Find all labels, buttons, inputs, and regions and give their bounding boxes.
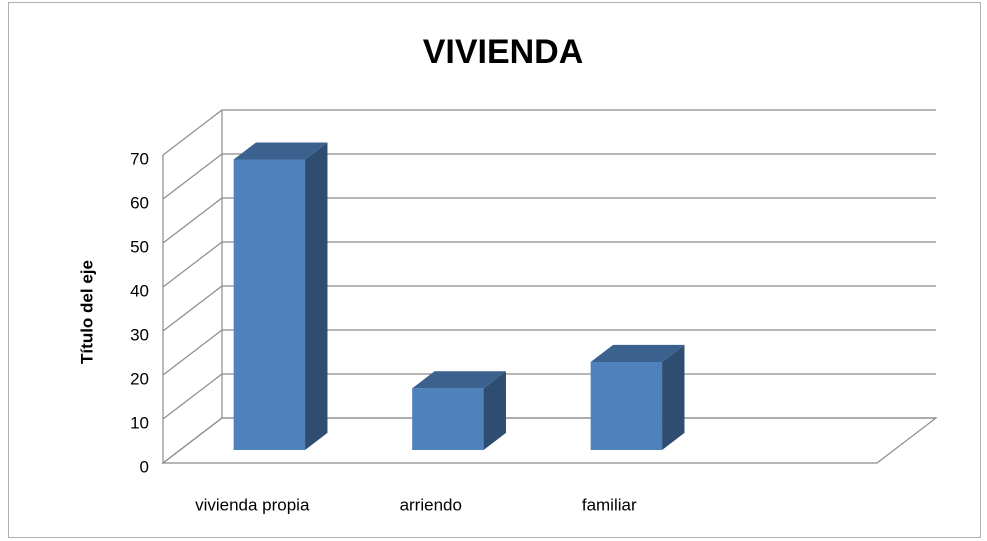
y-tick-label: 70: [130, 149, 149, 168]
bar-side: [305, 142, 328, 450]
bar-side: [483, 371, 506, 450]
bar: [233, 159, 306, 450]
x-tick-label: familiar: [582, 495, 637, 514]
grid-line: [162, 285, 936, 332]
grid-line: [162, 373, 936, 420]
chart-title: VIVIENDA: [423, 33, 584, 71]
grid-line: [162, 197, 936, 244]
grid-line: [162, 417, 936, 464]
grid-line: [162, 153, 936, 200]
bar: [412, 388, 484, 450]
x-tick-label: arriendo: [400, 495, 462, 514]
bar: [590, 361, 663, 450]
y-tick-label: 50: [130, 237, 149, 256]
bar-top: [233, 142, 328, 160]
bar-top: [590, 344, 685, 362]
y-tick-label: 40: [130, 281, 149, 300]
grid-line: [162, 109, 936, 156]
grid-line: [162, 329, 936, 376]
y-tick-label: 30: [130, 325, 149, 344]
y-axis-title: Título del eje: [77, 260, 96, 364]
y-tick-label: 10: [130, 413, 149, 432]
x-tick-label: vivienda propia: [195, 495, 310, 514]
chart-border: [8, 2, 981, 538]
y-tick-label: 0: [140, 457, 149, 476]
bar-side: [662, 344, 685, 450]
bar-top: [412, 371, 506, 389]
grid-line: [162, 241, 936, 288]
y-tick-label: 60: [130, 193, 149, 212]
y-tick-label: 20: [130, 369, 149, 388]
